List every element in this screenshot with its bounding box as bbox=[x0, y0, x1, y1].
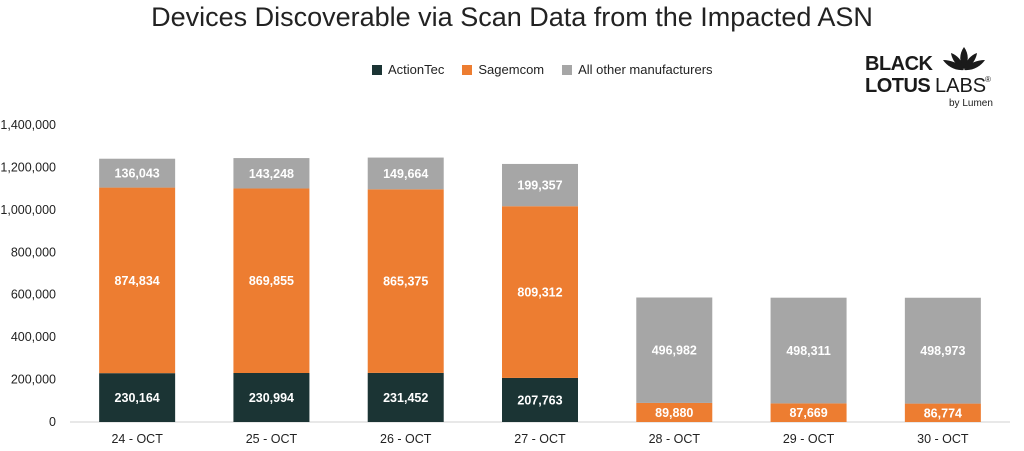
logo-black: BLACK bbox=[865, 53, 933, 75]
bar-segment bbox=[770, 403, 847, 422]
data-label: 149,664 bbox=[383, 167, 428, 181]
legend-item-sagemcom: Sagemcom bbox=[462, 62, 544, 77]
legend-item-actiontec: ActionTec bbox=[372, 62, 444, 77]
bar-segment bbox=[636, 297, 713, 403]
y-tick-label: 200,000 bbox=[11, 373, 56, 387]
legend-swatch-actiontec bbox=[372, 64, 382, 75]
bar-segment bbox=[367, 157, 444, 190]
legend: ActionTec Sagemcom All other manufacture… bbox=[372, 62, 713, 77]
data-label: 869,855 bbox=[249, 274, 294, 288]
data-label: 207,763 bbox=[517, 393, 562, 407]
bar-segment bbox=[502, 377, 578, 422]
data-label: 89,880 bbox=[655, 406, 693, 420]
data-label: 496,982 bbox=[652, 344, 697, 358]
bar-segment bbox=[99, 158, 176, 188]
data-label: 136,043 bbox=[115, 167, 160, 181]
x-tick-label: 30 - OCT bbox=[917, 432, 969, 446]
chart-title: Devices Discoverable via Scan Data from … bbox=[151, 2, 873, 32]
legend-label-sagemcom: Sagemcom bbox=[478, 62, 545, 77]
bar-segment bbox=[99, 187, 176, 374]
x-tick-label: 25 - OCT bbox=[246, 432, 298, 446]
y-tick-label: 1,400,000 bbox=[0, 118, 56, 132]
lotus-flower-icon bbox=[943, 47, 985, 71]
legend-label-other: All other manufacturers bbox=[578, 62, 713, 77]
black-lotus-labs-logo: BLACK LOTUS LABS ® by Lumen bbox=[865, 45, 1005, 110]
bar-segment bbox=[636, 402, 713, 422]
x-tick-label: 24 - OCT bbox=[111, 432, 163, 446]
data-label: 230,164 bbox=[115, 391, 160, 405]
legend-item-other: All other manufacturers bbox=[562, 62, 713, 77]
legend-swatch-sagemcom bbox=[462, 64, 473, 75]
bar-segment bbox=[233, 188, 310, 373]
y-tick-label: 400,000 bbox=[11, 330, 56, 344]
bar-segment bbox=[770, 297, 847, 404]
bar-segment bbox=[904, 297, 981, 404]
y-tick-label: 600,000 bbox=[11, 288, 56, 302]
bar-segment bbox=[502, 163, 578, 207]
bar-segment bbox=[502, 206, 578, 378]
data-label: 809,312 bbox=[517, 286, 562, 300]
logo-registered-mark: ® bbox=[985, 75, 991, 84]
bar-segment bbox=[233, 158, 310, 189]
y-tick-label: 1,000,000 bbox=[0, 203, 56, 217]
logo-labs: LABS bbox=[935, 75, 987, 97]
legend-swatch-other bbox=[562, 64, 573, 75]
bar-segment bbox=[367, 189, 444, 373]
bar-segment bbox=[367, 372, 444, 422]
data-label: 231,452 bbox=[383, 391, 428, 405]
logo-lotus: LOTUS bbox=[865, 75, 931, 97]
legend-label-actiontec: ActionTec bbox=[388, 62, 445, 77]
y-tick-label: 1,200,000 bbox=[0, 160, 56, 174]
y-tick-label: 800,000 bbox=[11, 245, 56, 259]
x-tick-label: 26 - OCT bbox=[380, 432, 432, 446]
data-label: 498,311 bbox=[786, 344, 831, 358]
data-label: 86,774 bbox=[924, 406, 962, 420]
data-label: 498,973 bbox=[920, 344, 965, 358]
data-label: 87,669 bbox=[789, 406, 827, 420]
bar-segment bbox=[233, 372, 310, 422]
x-tick-label: 27 - OCT bbox=[514, 432, 566, 446]
logo-by-lumen: by Lumen bbox=[949, 98, 993, 109]
data-label: 874,834 bbox=[115, 274, 160, 288]
x-tick-label: 28 - OCT bbox=[649, 432, 701, 446]
bar-segment bbox=[904, 403, 981, 422]
y-tick-label: 0 bbox=[49, 415, 56, 429]
data-label: 199,357 bbox=[517, 179, 562, 193]
x-tick-label: 29 - OCT bbox=[783, 432, 835, 446]
data-label: 230,994 bbox=[249, 391, 294, 405]
data-label: 143,248 bbox=[249, 167, 294, 181]
data-label: 865,375 bbox=[383, 275, 428, 289]
bar-segment bbox=[99, 373, 176, 422]
